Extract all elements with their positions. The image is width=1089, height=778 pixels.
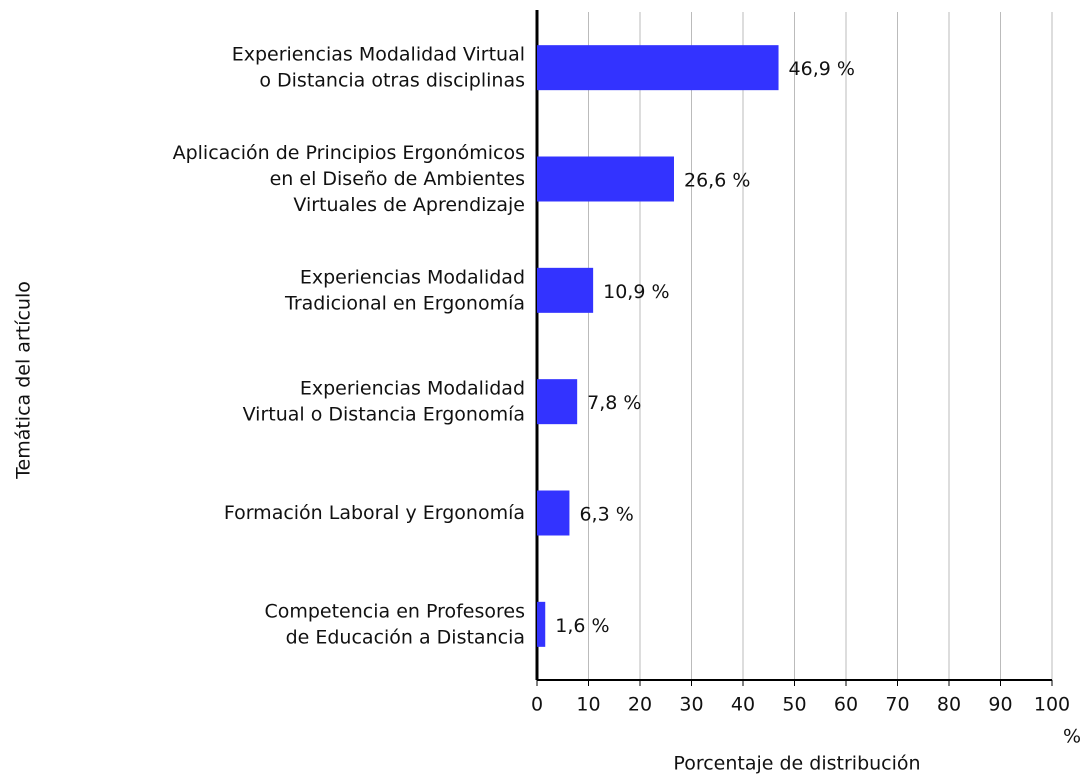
value-label: 1,6 %	[555, 615, 609, 637]
y-axis-label: Temática del artículo	[13, 281, 35, 480]
bar	[537, 490, 570, 536]
x-tick-label: 90	[988, 694, 1012, 716]
x-unit: %	[1063, 726, 1081, 748]
y-tick-label: Experiencias Modalidad Tradicional en Erg…	[284, 266, 525, 314]
x-tick-label: 50	[782, 694, 806, 716]
value-label: 6,3 %	[579, 504, 633, 526]
value-label: 7,8 %	[587, 392, 641, 414]
bar	[537, 601, 546, 647]
y-tick-label: Competencia en Profesores de Educación a …	[264, 600, 525, 648]
x-tick-label: 40	[731, 694, 755, 716]
value-label: 46,9 %	[789, 58, 855, 80]
bar	[537, 156, 674, 202]
y-tick-label: Experiencias Modalidad Virtual o Distanci…	[232, 43, 525, 91]
x-tick-label: 30	[679, 694, 703, 716]
x-tick-label: 80	[937, 694, 961, 716]
y-tick-label: Aplicación de Principios Ergonómicos en e…	[173, 142, 525, 216]
x-tick-label: 0	[531, 694, 543, 716]
bar	[537, 267, 594, 313]
x-tick-label: 10	[576, 694, 600, 716]
x-tick-label: 20	[628, 694, 652, 716]
x-axis-label: Porcentaje de distribución	[673, 753, 920, 775]
value-label: 10,9 %	[603, 281, 669, 303]
value-label: 26,6 %	[684, 170, 750, 192]
x-tick-label: 70	[885, 694, 909, 716]
y-tick-label: Experiencias Modalidad Virtual o Distanci…	[243, 377, 525, 425]
bar	[537, 45, 779, 91]
x-tick-label: 100	[1034, 694, 1070, 716]
bar	[537, 379, 578, 425]
x-tick-label: 60	[834, 694, 858, 716]
y-tick-label: Formación Laboral y Ergonomía	[224, 502, 525, 524]
